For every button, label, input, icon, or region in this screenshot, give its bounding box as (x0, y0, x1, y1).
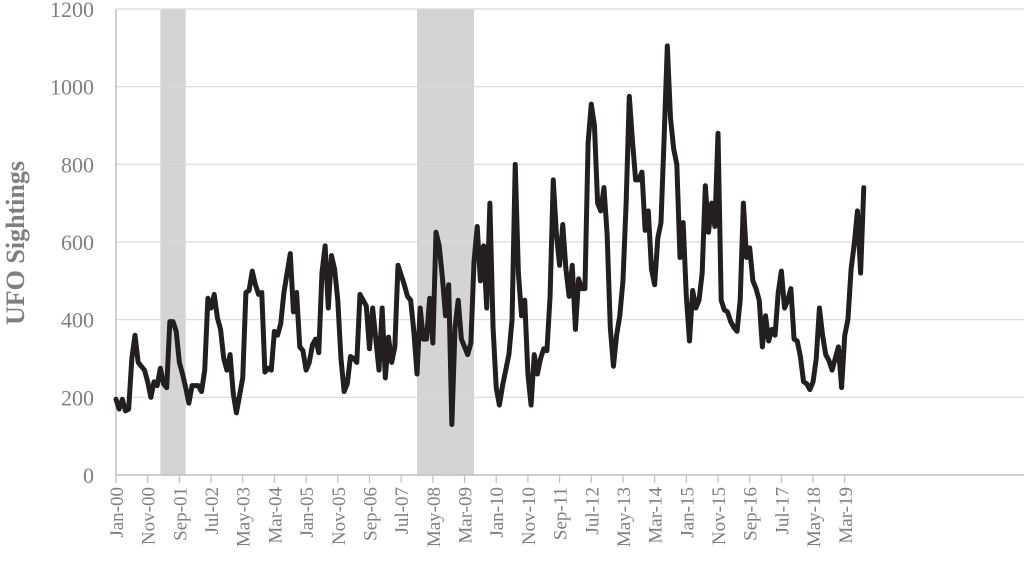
x-tick-label-Nov-15: Nov-15 (709, 487, 730, 545)
x-tick-label-Mar-19: Mar-19 (836, 487, 857, 544)
x-tick-label-Jan-00: Jan-00 (107, 487, 128, 538)
x-tick-label-Jul-17: Jul-17 (772, 487, 793, 535)
x-tick-label-Jul-02: Jul-02 (202, 487, 223, 535)
x-tick-label-Nov-00: Nov-00 (139, 487, 160, 545)
y-tick-label-0: 0 (83, 463, 94, 488)
y-tick-label-1200: 1200 (50, 0, 94, 22)
axes (115, 9, 1024, 483)
x-tick-label-Jan-15: Jan-15 (677, 487, 698, 538)
x-tick-label-Mar-04: Mar-04 (265, 487, 286, 544)
y-tick-labels: 0 200 400 600 800 1000 1200 (50, 0, 94, 488)
y-tick-label-400: 400 (61, 308, 94, 333)
y-tick-label-200: 200 (61, 385, 94, 410)
x-tick-label-Jan-05: Jan-05 (297, 487, 318, 538)
x-tick-label-Jul-12: Jul-12 (582, 487, 603, 535)
x-tick-label-Mar-14: Mar-14 (646, 487, 667, 544)
y-tick-label-1000: 1000 (50, 75, 94, 100)
x-tick-label-Sep-06: Sep-06 (360, 487, 381, 541)
y-tick-label-800: 800 (61, 152, 94, 177)
series-line (113, 43, 867, 428)
x-tick-label-Mar-09: Mar-09 (456, 487, 477, 544)
x-tick-label-Sep-01: Sep-01 (170, 487, 191, 541)
x-tick-label-Nov-10: Nov-10 (519, 487, 540, 545)
x-tick-label-Jan-10: Jan-10 (487, 487, 508, 538)
x-tick-label-Sep-16: Sep-16 (741, 487, 762, 541)
x-tick-label-May-03: May-03 (234, 487, 255, 547)
y-tick-label-600: 600 (61, 230, 94, 255)
x-tick-label-Sep-11: Sep-11 (551, 487, 572, 540)
x-tick-label-Nov-05: Nov-05 (329, 487, 350, 545)
y-gridlines (116, 8, 1024, 398)
x-tick-labels: Jan-00 Nov-00 Sep-01 Jul-02 May-03 Mar-04 Jan-… (107, 487, 857, 548)
x-tick-label-May-08: May-08 (424, 487, 445, 547)
x-tick-label-May-13: May-13 (614, 487, 635, 547)
x-tick-label-May-18: May-18 (804, 487, 825, 547)
x-tick-label-Jul-07: Jul-07 (392, 487, 413, 535)
y-axis-title: UFO Sightings (1, 161, 30, 325)
